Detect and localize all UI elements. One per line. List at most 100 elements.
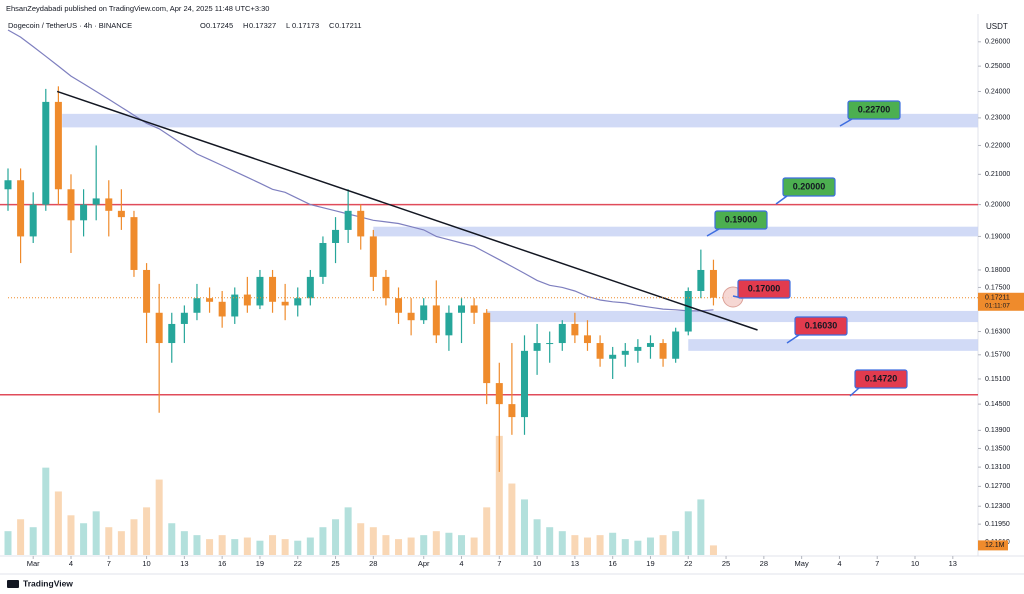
candle-body — [180, 312, 188, 324]
zone — [373, 226, 978, 237]
candle-body — [646, 343, 654, 347]
ohlc-key: L — [286, 21, 290, 30]
annotation-text: 0.14720 — [865, 373, 898, 383]
candle-body — [42, 101, 50, 205]
candle-body — [155, 312, 163, 344]
y-tick-label: 0.15100 — [985, 376, 1010, 383]
x-tick-label: 4 — [837, 559, 841, 568]
volume-bar — [155, 479, 163, 555]
volume-bar — [395, 539, 403, 555]
volume-bar — [193, 535, 201, 555]
volume-bar — [29, 527, 37, 555]
candle-body — [382, 276, 390, 299]
candle-body — [281, 301, 289, 306]
volume-bar — [709, 545, 717, 555]
volume-bar — [672, 531, 680, 555]
x-tick-label: 25 — [331, 559, 339, 568]
volume-bar — [646, 537, 654, 555]
candle-body — [168, 323, 176, 344]
x-tick-label: 10 — [142, 559, 150, 568]
volume-bar — [432, 531, 440, 555]
volume-bar — [621, 539, 629, 555]
candle-body — [4, 180, 12, 190]
candle-body — [193, 298, 201, 313]
ohlc-value: 0.17327 — [249, 21, 276, 30]
x-tick-label: 4 — [459, 559, 463, 568]
candle-body — [470, 305, 478, 313]
candle-body — [105, 198, 113, 211]
candle-body — [269, 276, 277, 302]
candle-body — [206, 298, 214, 302]
x-tick-label: 7 — [875, 559, 879, 568]
x-tick-label: 16 — [609, 559, 617, 568]
ohlc-value: 0.17211 — [335, 21, 362, 30]
price-label: 0.17211 — [985, 295, 1010, 302]
y-tick-label: 0.26000 — [985, 39, 1010, 46]
candle-body — [67, 189, 75, 221]
candle-body — [54, 101, 62, 190]
y-tick-label: 0.14500 — [985, 401, 1010, 408]
candle-body — [256, 276, 264, 306]
volume-bar — [558, 531, 566, 555]
y-tick-label: 0.25000 — [985, 63, 1010, 70]
volume-bar — [332, 519, 340, 555]
volume-bar — [67, 515, 75, 555]
candle-body — [344, 210, 352, 230]
volume-bar — [583, 537, 591, 555]
annotation-pointer — [786, 334, 800, 344]
x-tick-label: 19 — [646, 559, 654, 568]
volume-bar — [483, 507, 491, 555]
candle-body — [445, 312, 453, 336]
volume-bar — [533, 519, 541, 555]
annotation-text: 0.20000 — [793, 181, 826, 191]
ohlc-key: H — [243, 21, 248, 30]
x-tick-label: 7 — [107, 559, 111, 568]
volume-bar — [206, 539, 214, 555]
candle-body — [495, 383, 503, 405]
volume-bar — [130, 519, 138, 555]
candle-body — [483, 312, 491, 384]
zone — [486, 310, 978, 323]
annotation-pointer — [839, 118, 853, 127]
volume-bar — [231, 539, 239, 555]
volume-bar — [382, 535, 390, 555]
x-tick-label: 22 — [684, 559, 692, 568]
trendline — [56, 90, 758, 331]
volume-bar — [697, 499, 705, 555]
y-tick-label: 0.20000 — [985, 201, 1010, 208]
candle-body — [143, 269, 151, 313]
volume-bar — [596, 535, 604, 555]
volume-bar — [319, 527, 327, 555]
currency: USDT — [986, 22, 1008, 31]
ohlc-value: 0.17173 — [292, 21, 319, 30]
annotation-box — [847, 100, 901, 120]
candle-body — [571, 323, 579, 336]
candle-body — [218, 301, 226, 317]
annotation-pointer — [706, 228, 720, 237]
candle-body — [117, 210, 125, 218]
volume-bar — [256, 540, 264, 555]
volume-label-bg — [978, 540, 1008, 551]
volume-bar — [634, 540, 642, 555]
candle-body — [508, 404, 516, 418]
y-tick-label: 0.12300 — [985, 503, 1010, 510]
volume-bar — [218, 535, 226, 555]
candle-body — [92, 198, 100, 205]
candle-body — [243, 294, 251, 306]
candle-body — [684, 290, 692, 332]
publisher: EhsanZeydabadi published on TradingView.… — [6, 4, 269, 13]
y-tick-label: 0.13100 — [985, 464, 1010, 471]
volume-bar — [180, 531, 188, 555]
y-tick-label: 0.13500 — [985, 445, 1010, 452]
x-tick-label: Mar — [27, 559, 40, 568]
candle-body — [533, 343, 541, 351]
price-label-bg — [978, 292, 1024, 311]
volume-bar — [470, 537, 478, 555]
volume-bar — [80, 523, 88, 555]
candle-body — [458, 305, 466, 313]
candle-body — [231, 294, 239, 317]
volume-bar — [306, 537, 314, 555]
plot-area — [0, 29, 978, 555]
candle-body — [17, 180, 25, 237]
candle-body — [420, 305, 428, 321]
